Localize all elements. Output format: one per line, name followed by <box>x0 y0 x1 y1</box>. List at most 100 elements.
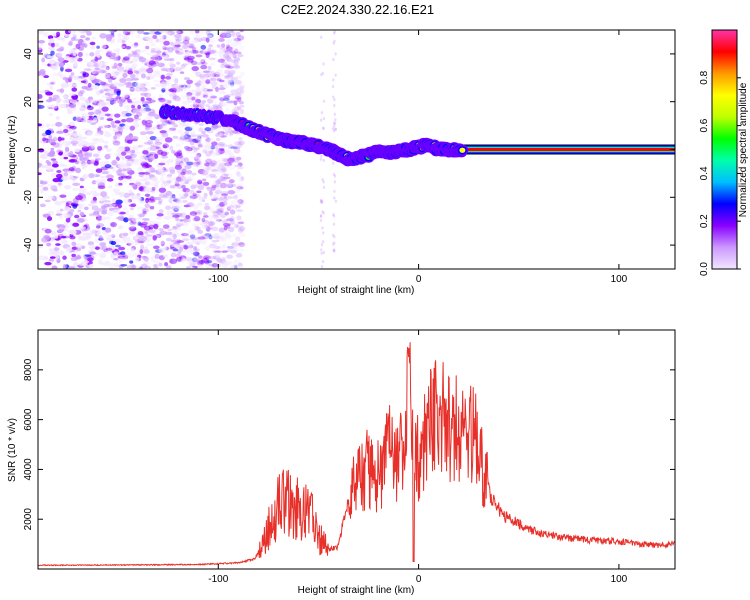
noise-speckle <box>111 198 116 204</box>
noise-streak <box>319 218 323 223</box>
noise-speckle <box>188 50 197 54</box>
noise-speckle <box>209 49 217 54</box>
noise-speckle <box>79 106 87 112</box>
noise-speckle <box>96 45 100 49</box>
noise-speckle <box>176 61 181 65</box>
noise-speckle <box>148 65 153 70</box>
noise-speckle <box>87 257 94 262</box>
noise-speckle <box>219 175 224 181</box>
noise-speckle <box>218 53 226 58</box>
noise-speckle <box>212 249 219 254</box>
noise-speckle <box>152 245 160 250</box>
noise-speckle <box>139 155 146 160</box>
noise-speckle <box>88 213 95 217</box>
noise-speckle <box>236 75 243 79</box>
noise-speckle <box>213 187 221 191</box>
noise-speckle <box>98 69 105 74</box>
noise-speckle <box>148 115 153 121</box>
noise-speckle <box>79 211 85 217</box>
noise-speckle <box>169 62 176 68</box>
noise-speckle <box>222 223 231 227</box>
noise-speckle <box>125 252 134 258</box>
noise-speckle <box>235 193 243 197</box>
noise-speckle <box>91 180 97 185</box>
noise-speckle <box>52 94 60 99</box>
noise-speckle <box>113 262 119 268</box>
noise-speckle <box>193 184 199 188</box>
noise-speckle <box>172 209 179 213</box>
noise-speckle <box>90 45 96 50</box>
noise-speckle <box>39 154 45 159</box>
noise-speckle <box>183 157 190 163</box>
noise-speckle <box>118 176 124 181</box>
noise-speckle <box>129 230 136 235</box>
noise-speckle <box>149 31 154 37</box>
noise-speckle <box>219 46 226 51</box>
noise-speckle <box>118 203 122 209</box>
noise-speckle <box>205 52 210 59</box>
noise-speckle <box>155 38 160 43</box>
noise-speckle <box>149 76 154 80</box>
noise-speckle <box>84 52 89 57</box>
noise-speckle <box>147 182 155 186</box>
snr-x-label: Height of straight line (km) <box>298 585 415 596</box>
noise-streak <box>333 121 337 126</box>
noise-speckle <box>193 215 201 222</box>
noise-speckle <box>159 130 167 134</box>
noise-speckle <box>186 91 193 96</box>
noise-streak <box>320 73 323 77</box>
snr-x-tick-label: 100 <box>611 574 628 585</box>
noise-speckle <box>211 226 219 232</box>
noise-speckle <box>145 97 152 101</box>
noise-speckle <box>237 227 244 233</box>
noise-speckle <box>220 161 225 166</box>
noise-speckle <box>125 45 132 50</box>
noise-speckle <box>62 77 69 81</box>
noise-streak <box>332 248 335 252</box>
noise-speckle <box>135 100 143 104</box>
noise-streak <box>320 154 323 158</box>
noise-speckle <box>238 82 243 87</box>
noise-speckle <box>191 65 199 72</box>
noise-speckle <box>217 58 225 63</box>
noise-speckle <box>125 134 134 140</box>
noise-speckle <box>198 30 205 35</box>
noise-speckle <box>139 49 148 53</box>
noise-speckle <box>132 109 138 113</box>
noise-speckle <box>63 228 68 232</box>
noise-speckle <box>92 141 98 145</box>
noise-speckle <box>108 207 114 212</box>
noise-speckle <box>221 101 228 107</box>
noise-speckle <box>55 121 63 127</box>
noise-streak <box>332 129 336 133</box>
noise-speckle <box>68 75 73 80</box>
noise-speckle <box>219 33 228 39</box>
noise-speckle <box>151 54 159 59</box>
noise-speckle <box>218 197 225 202</box>
noise-speckle <box>69 99 78 104</box>
noise-speckle <box>205 37 210 43</box>
noise-speckle <box>219 210 224 213</box>
noise-speckle <box>210 160 217 166</box>
noise-speckle <box>209 190 213 196</box>
noise-speckle <box>168 198 173 204</box>
noise-speckle <box>151 176 158 182</box>
noise-speckle <box>202 88 210 93</box>
noise-speckle <box>63 124 70 130</box>
noise-speckle <box>240 88 245 94</box>
noise-speckle <box>136 206 145 210</box>
noise-speckle <box>113 129 119 133</box>
noise-speckle <box>181 233 189 237</box>
noise-speckle <box>125 175 132 180</box>
noise-speckle <box>221 262 229 269</box>
noise-speckle <box>229 130 235 135</box>
noise-speckle <box>191 156 198 160</box>
noise-speckle <box>225 52 233 58</box>
noise-speckle <box>183 233 191 237</box>
noise-speckle <box>68 137 75 141</box>
noise-speckle <box>219 212 227 219</box>
noise-speckle <box>204 259 210 265</box>
noise-speckle <box>48 59 56 65</box>
noise-speckle <box>234 48 239 54</box>
noise-speckle <box>148 174 155 177</box>
